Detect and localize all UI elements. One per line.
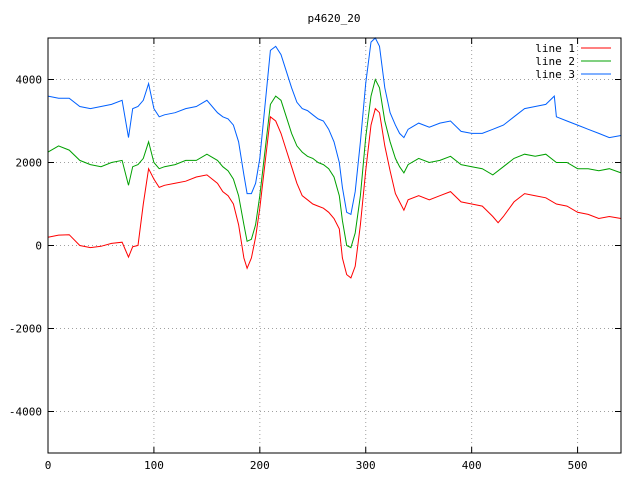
plot-frame	[47, 37, 622, 454]
y-tick-label: -4000	[9, 406, 42, 419]
grid	[48, 38, 621, 453]
y-tick-label: 4000	[16, 74, 43, 87]
series-line-3	[47, 37, 622, 216]
y-axis-ticks: -4000 -2000 0 2000 4000	[9, 74, 621, 419]
y-tick-label: -2000	[9, 323, 42, 336]
series-line-1	[47, 107, 622, 279]
chart-title: p4620_20	[308, 12, 361, 25]
x-tick-label: 100	[144, 459, 164, 472]
legend-label-1: line 1	[535, 42, 575, 55]
x-tick-label: 200	[250, 459, 270, 472]
x-axis-ticks: 0 100 200 300 400 500	[45, 38, 588, 472]
x-tick-label: 300	[356, 459, 376, 472]
y-tick-label: 0	[35, 240, 42, 253]
series-layer	[47, 37, 622, 279]
x-tick-label: 0	[45, 459, 52, 472]
x-tick-label: 400	[462, 459, 482, 472]
x-tick-label: 500	[568, 459, 588, 472]
legend-label-2: line 2	[535, 55, 575, 68]
series-line-2	[47, 78, 622, 249]
legend-label-3: line 3	[535, 68, 575, 81]
y-tick-label: 2000	[16, 157, 43, 170]
